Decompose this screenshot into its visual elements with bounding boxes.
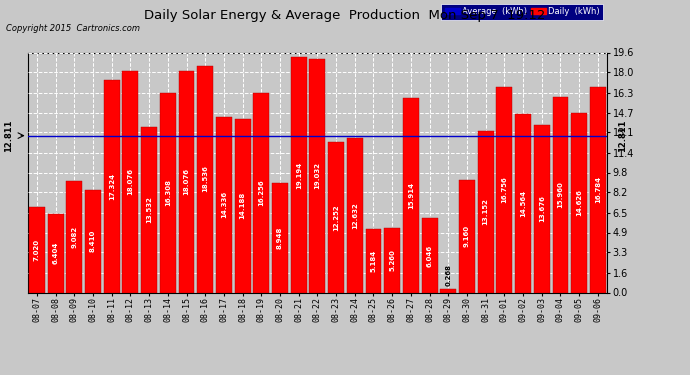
Bar [85,189,101,292]
Bar [384,228,400,292]
Bar [123,71,139,292]
Text: 12.252: 12.252 [333,204,339,231]
Text: 18.076: 18.076 [184,168,190,195]
Bar [290,57,306,292]
Text: 14.626: 14.626 [576,189,582,216]
Bar [515,114,531,292]
Text: 5.184: 5.184 [371,250,377,272]
Text: Daily Solar Energy & Average  Production  Mon Sep 7  19:12: Daily Solar Energy & Average Production … [144,9,546,22]
Text: 19.032: 19.032 [315,162,320,189]
Bar [347,138,363,292]
Bar [66,181,82,292]
Bar [440,289,456,292]
Text: 9.160: 9.160 [464,225,470,248]
Bar [141,127,157,292]
Text: 12.811: 12.811 [618,119,627,152]
Text: Copyright 2015  Cartronics.com: Copyright 2015 Cartronics.com [6,24,139,33]
Text: 19.194: 19.194 [296,161,302,189]
Bar [459,180,475,292]
Bar [328,142,344,292]
Bar [534,125,550,292]
Bar [197,66,213,292]
Bar [235,119,250,292]
Text: 13.152: 13.152 [483,198,489,225]
Text: 18.076: 18.076 [128,168,133,195]
Bar [403,98,419,292]
Bar [553,97,569,292]
Text: 15.914: 15.914 [408,182,414,209]
Bar [216,117,232,292]
Text: 6.404: 6.404 [52,242,59,264]
Text: 8.948: 8.948 [277,226,283,249]
Bar [309,60,326,292]
Text: 15.960: 15.960 [558,182,564,208]
Text: 17.324: 17.324 [109,173,115,200]
Text: 5.260: 5.260 [389,249,395,271]
Bar [477,132,493,292]
Bar [590,87,606,292]
Text: 12.632: 12.632 [352,202,358,228]
Bar [29,207,45,292]
Text: 16.784: 16.784 [595,176,601,203]
Text: 8.410: 8.410 [90,230,96,252]
Text: 7.020: 7.020 [34,238,40,261]
Text: 12.811: 12.811 [4,119,13,152]
Bar [366,229,382,292]
Bar [571,113,587,292]
Text: 9.082: 9.082 [71,226,77,248]
Text: 13.532: 13.532 [146,196,152,223]
Text: 14.336: 14.336 [221,191,227,218]
Bar [48,214,63,292]
Bar [496,87,512,292]
Text: 18.536: 18.536 [202,166,208,192]
Bar [422,219,437,292]
Bar [272,183,288,292]
Text: 6.046: 6.046 [426,244,433,267]
Bar [179,71,195,292]
Text: 14.564: 14.564 [520,190,526,217]
Text: 16.256: 16.256 [258,180,264,206]
Text: 13.676: 13.676 [539,195,545,222]
Bar [104,80,119,292]
Bar [160,93,176,292]
Legend: Average  (kWh), Daily  (kWh): Average (kWh), Daily (kWh) [442,4,603,20]
Bar [253,93,269,292]
Text: 14.188: 14.188 [239,192,246,219]
Text: 16.308: 16.308 [165,179,171,206]
Text: 16.756: 16.756 [502,177,507,203]
Text: 0.268: 0.268 [445,264,451,285]
